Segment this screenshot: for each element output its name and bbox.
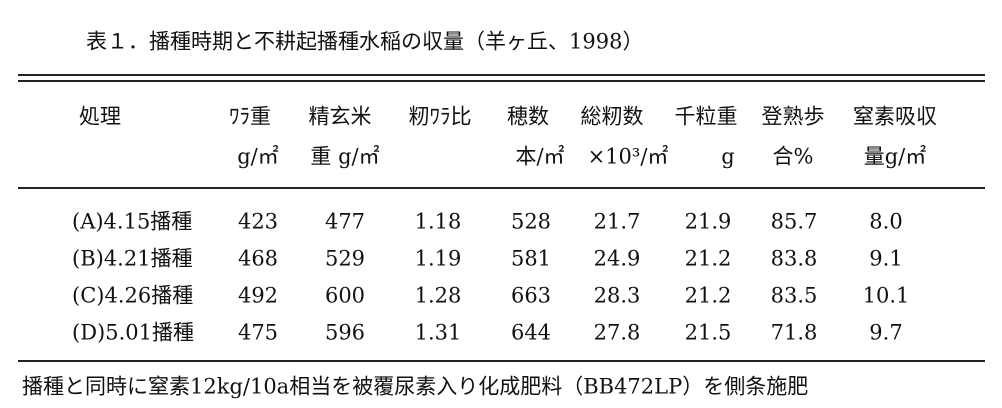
header-cell: 量g/㎡ <box>863 144 927 169</box>
row-label: (A)4.15播種 <box>72 209 193 234</box>
data-cell: 10.1 <box>862 283 910 308</box>
header-cell: 千粒重 <box>674 104 738 129</box>
header-cell: 合% <box>772 144 814 169</box>
header-cell: 精玄米 <box>308 104 372 129</box>
header-cell: 窒素吸収 <box>853 104 937 129</box>
row-label: (B)4.21播種 <box>72 246 193 271</box>
header-cell: 本/㎡ <box>515 144 565 169</box>
data-cell: 71.8 <box>770 320 818 345</box>
data-cell: 492 <box>237 283 279 308</box>
data-cell: 21.2 <box>684 283 732 308</box>
header-cell: g <box>721 144 735 169</box>
data-cell: 644 <box>510 320 552 345</box>
header-cell: 籾ﾜﾗ比 <box>408 104 472 129</box>
data-cell: 83.8 <box>770 246 818 271</box>
table-title: 表１．播種時期と不耕起播種水稲の収量（羊ヶ丘、1998） <box>86 29 644 54</box>
row-label: (C)4.26播種 <box>72 283 194 308</box>
header-cell: 穂数 <box>507 104 549 129</box>
double-rule-top <box>18 74 985 76</box>
data-cell: 8.0 <box>869 209 903 234</box>
footnote: 播種と同時に窒素12kg/10a相当を被覆尿素入り化成肥料（BB472LP）を側… <box>22 374 809 399</box>
data-cell: 85.7 <box>770 209 818 234</box>
data-cell: 9.1 <box>869 246 903 271</box>
data-cell: 528 <box>510 209 552 234</box>
data-cell: 529 <box>324 246 366 271</box>
data-cell: 21.5 <box>684 320 732 345</box>
data-cell: 475 <box>237 320 279 345</box>
data-cell: 596 <box>324 320 366 345</box>
header-cell: 総籾数 <box>580 104 644 129</box>
data-cell: 24.9 <box>593 246 641 271</box>
data-cell: 1.18 <box>414 209 462 234</box>
header-cell: g/㎡ <box>237 144 279 169</box>
double-rule-bottom <box>18 80 985 82</box>
data-cell: 83.5 <box>770 283 818 308</box>
bottom-rule <box>18 360 985 362</box>
row-label: (D)5.01播種 <box>72 320 194 345</box>
data-cell: 1.31 <box>414 320 462 345</box>
data-cell: 581 <box>510 246 552 271</box>
header-cell: 処理 <box>79 104 121 129</box>
data-cell: 1.28 <box>414 283 462 308</box>
data-cell: 21.2 <box>684 246 732 271</box>
data-cell: 27.8 <box>593 320 641 345</box>
data-cell: 423 <box>237 209 279 234</box>
data-cell: 1.19 <box>414 246 462 271</box>
header-cell: 登熟歩 <box>761 104 825 129</box>
header-rule <box>18 187 985 189</box>
data-cell: 663 <box>510 283 552 308</box>
header-cell: 重 g/㎡ <box>310 144 380 169</box>
header-cell: ﾜﾗ重 <box>229 104 271 129</box>
header-cell: ×10³/㎡ <box>587 144 669 169</box>
data-cell: 21.7 <box>593 209 641 234</box>
data-cell: 468 <box>237 246 279 271</box>
data-cell: 600 <box>324 283 366 308</box>
data-cell: 21.9 <box>684 209 732 234</box>
data-cell: 477 <box>324 209 366 234</box>
data-cell: 9.7 <box>869 320 903 345</box>
data-cell: 28.3 <box>593 283 641 308</box>
